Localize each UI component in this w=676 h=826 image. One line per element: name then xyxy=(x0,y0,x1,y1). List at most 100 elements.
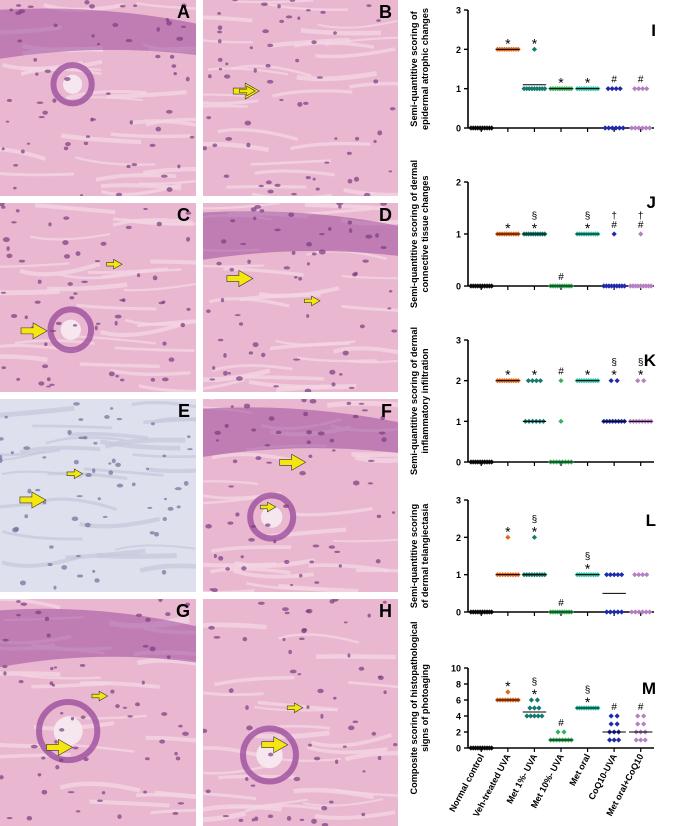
nucleus xyxy=(242,637,248,642)
nucleus xyxy=(84,522,91,528)
nucleus xyxy=(53,23,58,28)
data-point xyxy=(640,86,646,92)
tissue-fiber xyxy=(250,159,331,166)
data-point xyxy=(539,713,545,719)
nucleus xyxy=(108,462,112,465)
y-tick-label: 4 xyxy=(456,712,461,722)
nucleus xyxy=(85,473,92,478)
significance-mark: # xyxy=(638,75,644,86)
nucleus xyxy=(186,236,191,242)
tissue-fiber xyxy=(101,268,182,279)
nucleus xyxy=(13,164,19,167)
nucleus xyxy=(145,467,150,471)
y-tick-label: 0 xyxy=(456,608,461,618)
y-axis-label: Semi-quantitive scoring of xyxy=(409,10,419,126)
yellow-arrow-icon xyxy=(19,491,47,509)
tissue-fiber xyxy=(246,581,327,591)
nucleus xyxy=(53,585,57,590)
nucleus xyxy=(225,137,233,141)
chart-panel-label: M xyxy=(642,679,656,698)
nucleus xyxy=(94,325,98,331)
nucleus xyxy=(375,559,381,564)
nucleus xyxy=(187,448,193,451)
tissue-fiber xyxy=(223,266,304,277)
nucleus xyxy=(176,505,181,509)
nucleus xyxy=(283,504,289,509)
data-point xyxy=(647,125,653,131)
nucleus xyxy=(92,468,96,473)
nucleus xyxy=(53,666,58,669)
nucleus xyxy=(247,259,251,264)
tissue-fiber xyxy=(29,233,111,241)
nucleus xyxy=(268,416,275,421)
nucleus xyxy=(161,569,167,575)
nucleus xyxy=(185,76,190,82)
nucleus xyxy=(318,249,326,255)
nucleus xyxy=(23,446,31,450)
tissue-fiber xyxy=(100,322,182,338)
nucleus xyxy=(145,617,151,622)
data-point xyxy=(647,609,653,615)
nucleus xyxy=(305,9,311,12)
nucleus xyxy=(150,422,156,426)
y-axis-label: epidermal atrophic changes xyxy=(420,8,430,130)
scoring-charts: 0 1 2 3 Semi-quantitive scoring of epidermal … xyxy=(400,0,676,826)
nucleus xyxy=(64,77,71,82)
nucleus xyxy=(248,351,254,355)
nucleus xyxy=(108,371,115,377)
nucleus xyxy=(311,252,317,256)
significance-mark: § xyxy=(585,552,591,563)
y-axis-label: of dermal telangiectasia xyxy=(420,503,430,609)
nucleus xyxy=(18,9,26,14)
significance-mark: # xyxy=(558,718,564,729)
chart-panel-label: J xyxy=(647,193,656,212)
nucleus xyxy=(377,755,382,761)
nucleus xyxy=(135,613,143,617)
nucleus xyxy=(241,566,247,571)
nucleus xyxy=(78,436,85,440)
nucleus xyxy=(83,757,89,762)
y-tick-label: 1 xyxy=(456,230,461,240)
nucleus xyxy=(110,689,115,694)
tissue-fiber xyxy=(79,362,160,369)
nucleus xyxy=(94,578,100,583)
nucleus xyxy=(163,497,168,501)
nucleus xyxy=(166,187,173,192)
nucleus xyxy=(0,203,5,207)
data-point xyxy=(644,86,650,92)
tissue-fiber xyxy=(19,445,101,454)
tissue-fiber xyxy=(351,451,398,458)
nucleus xyxy=(49,545,54,549)
nucleus xyxy=(274,183,281,188)
nucleus xyxy=(332,599,339,602)
tissue-fiber xyxy=(0,448,61,457)
nucleus xyxy=(328,226,332,231)
nucleus xyxy=(0,775,4,780)
nucleus xyxy=(17,39,23,43)
data-point xyxy=(629,125,635,131)
y-tick-label: 6 xyxy=(456,696,461,706)
data-point xyxy=(536,705,542,711)
nucleus xyxy=(309,560,315,564)
nucleus xyxy=(30,744,38,749)
nucleus xyxy=(377,675,382,678)
tissue-fiber xyxy=(110,368,191,377)
nucleus xyxy=(216,261,222,266)
tissue-fiber xyxy=(354,454,398,464)
tissue-fiber xyxy=(333,788,398,797)
nucleus xyxy=(313,756,321,761)
tissue-fiber xyxy=(74,156,156,166)
nucleus xyxy=(156,27,160,32)
micrograph-d-image xyxy=(203,203,398,392)
nucleus xyxy=(76,555,81,558)
data-point xyxy=(635,713,641,719)
nucleus xyxy=(6,817,13,820)
nucleus xyxy=(235,376,243,381)
nucleus xyxy=(220,298,225,303)
chart-panel-label: L xyxy=(646,511,656,530)
nucleus xyxy=(112,23,119,27)
nucleus xyxy=(67,282,73,286)
nucleus xyxy=(279,19,285,23)
tissue-fiber xyxy=(348,681,398,689)
micrograph-g: G xyxy=(0,599,196,826)
